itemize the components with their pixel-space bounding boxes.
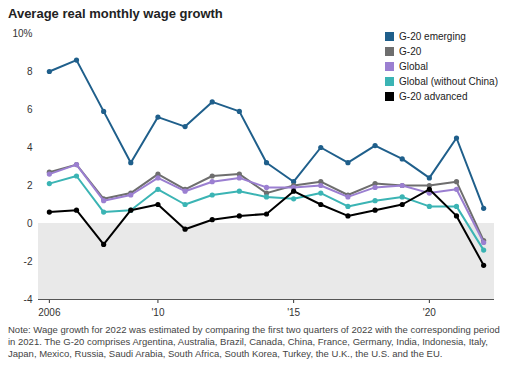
html-text:Average real monthly wage grow: Average real monthly wage growth xyxy=(8,6,223,21)
svg-text:'15: '15 xyxy=(287,307,300,318)
svg-text:-2: -2 xyxy=(24,256,33,267)
svg-text:0: 0 xyxy=(27,218,33,229)
svg-text:4: 4 xyxy=(27,142,33,153)
svg-text:8: 8 xyxy=(27,66,33,77)
html-text:Note: Wage growth for 2022 was: Note: Wage growth for 2022 was estimated… xyxy=(8,324,500,359)
svg-text:-4: -4 xyxy=(24,294,33,305)
svg-text:6: 6 xyxy=(27,104,33,115)
svg-text:'10: '10 xyxy=(151,307,164,318)
html-text:G-20 advanced: G-20 advanced xyxy=(399,91,468,102)
html-text:Global (without China): Global (without China) xyxy=(399,76,498,87)
html-text:Global: Global xyxy=(399,61,428,72)
html-text:G-20: G-20 xyxy=(399,46,422,57)
svg-text:2006: 2006 xyxy=(38,307,61,318)
svg-text:'20: '20 xyxy=(423,307,436,318)
html-text:G-20 emerging: G-20 emerging xyxy=(399,31,466,42)
svg-text:10%: 10% xyxy=(12,28,32,39)
svg-text:2: 2 xyxy=(27,180,33,191)
